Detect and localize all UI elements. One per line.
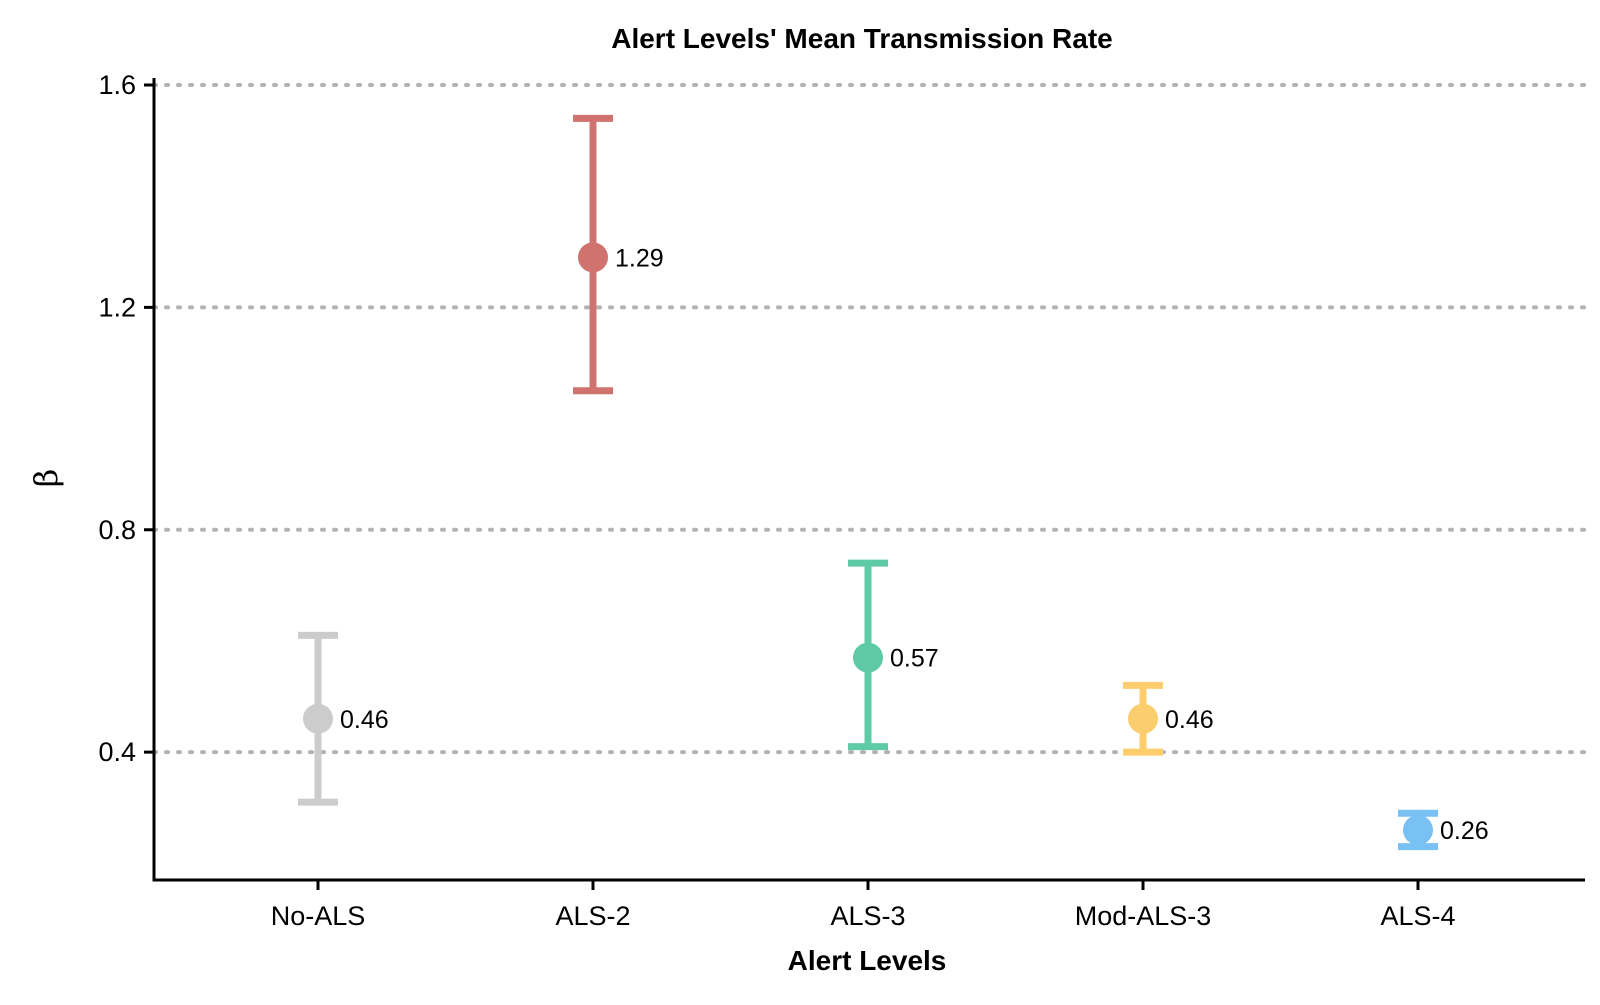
point-ALS-2: [578, 242, 608, 273]
point-Mod-ALS-3: [1128, 703, 1158, 734]
y-axis-title: β: [27, 469, 65, 488]
x-tick-label: ALS-3: [830, 901, 905, 931]
data-label-Mod-ALS-3: 0.46: [1165, 706, 1214, 734]
grid-lines: [152, 83, 1587, 755]
y-tick-label: 0.4: [98, 737, 136, 767]
data-marks: 0.46 1.29 0.57 0.46 0.26: [298, 114, 1489, 851]
x-tick-label: ALS-4: [1380, 901, 1455, 931]
point-ALS-3: [853, 642, 883, 673]
data-label-ALS-3: 0.57: [890, 645, 939, 673]
data-label-No-ALS: 0.46: [340, 706, 389, 734]
y-tick-label: 1.6: [98, 70, 136, 100]
x-tick-label: Mod-ALS-3: [1075, 901, 1212, 931]
point-ALS-4: [1403, 814, 1433, 845]
axes: [144, 78, 1585, 890]
x-tick-label: No-ALS: [271, 901, 366, 931]
chart-title: Alert Levels' Mean Transmission Rate: [611, 23, 1113, 54]
point-No-ALS: [303, 703, 333, 734]
x-tick-label: ALS-2: [555, 901, 630, 931]
y-tick-label: 0.8: [98, 515, 136, 545]
y-tick-label: 1.2: [98, 292, 136, 322]
tick-labels: 0.4 0.8 1.2 1.6 No-ALS ALS-2 ALS-3 Mod-ALS-3 ALS…: [98, 70, 1455, 931]
x-axis-title: Alert Levels: [788, 945, 947, 976]
data-label-ALS-2: 1.29: [615, 244, 664, 272]
data-label-ALS-4: 0.26: [1440, 817, 1489, 845]
